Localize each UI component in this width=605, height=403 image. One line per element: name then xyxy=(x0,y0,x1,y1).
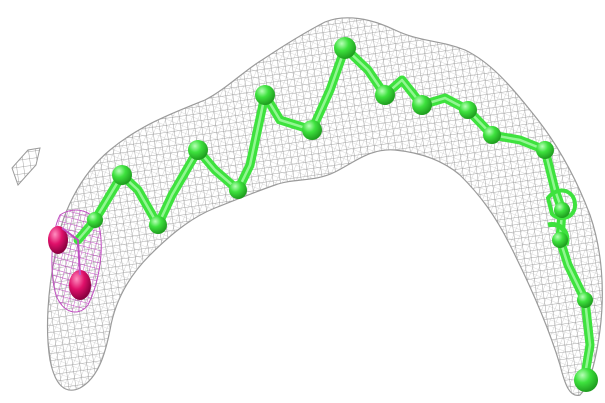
atom xyxy=(412,95,432,115)
atom xyxy=(149,216,167,234)
ligand-chain xyxy=(73,37,598,392)
atom xyxy=(334,37,356,59)
atom xyxy=(536,141,554,159)
atom xyxy=(577,292,593,308)
atom xyxy=(459,101,477,119)
atom xyxy=(375,85,395,105)
atom xyxy=(483,126,501,144)
headgroup-atoms xyxy=(48,226,91,300)
atom-terminal xyxy=(574,368,598,392)
atom xyxy=(87,212,103,228)
atom xyxy=(255,85,275,105)
atom xyxy=(112,165,132,185)
oxygen-atom xyxy=(69,270,91,300)
atom xyxy=(302,120,322,140)
atom xyxy=(552,232,568,248)
atom xyxy=(554,202,570,218)
atom xyxy=(229,181,247,199)
oxygen-atom xyxy=(48,226,68,254)
atom xyxy=(188,140,208,160)
